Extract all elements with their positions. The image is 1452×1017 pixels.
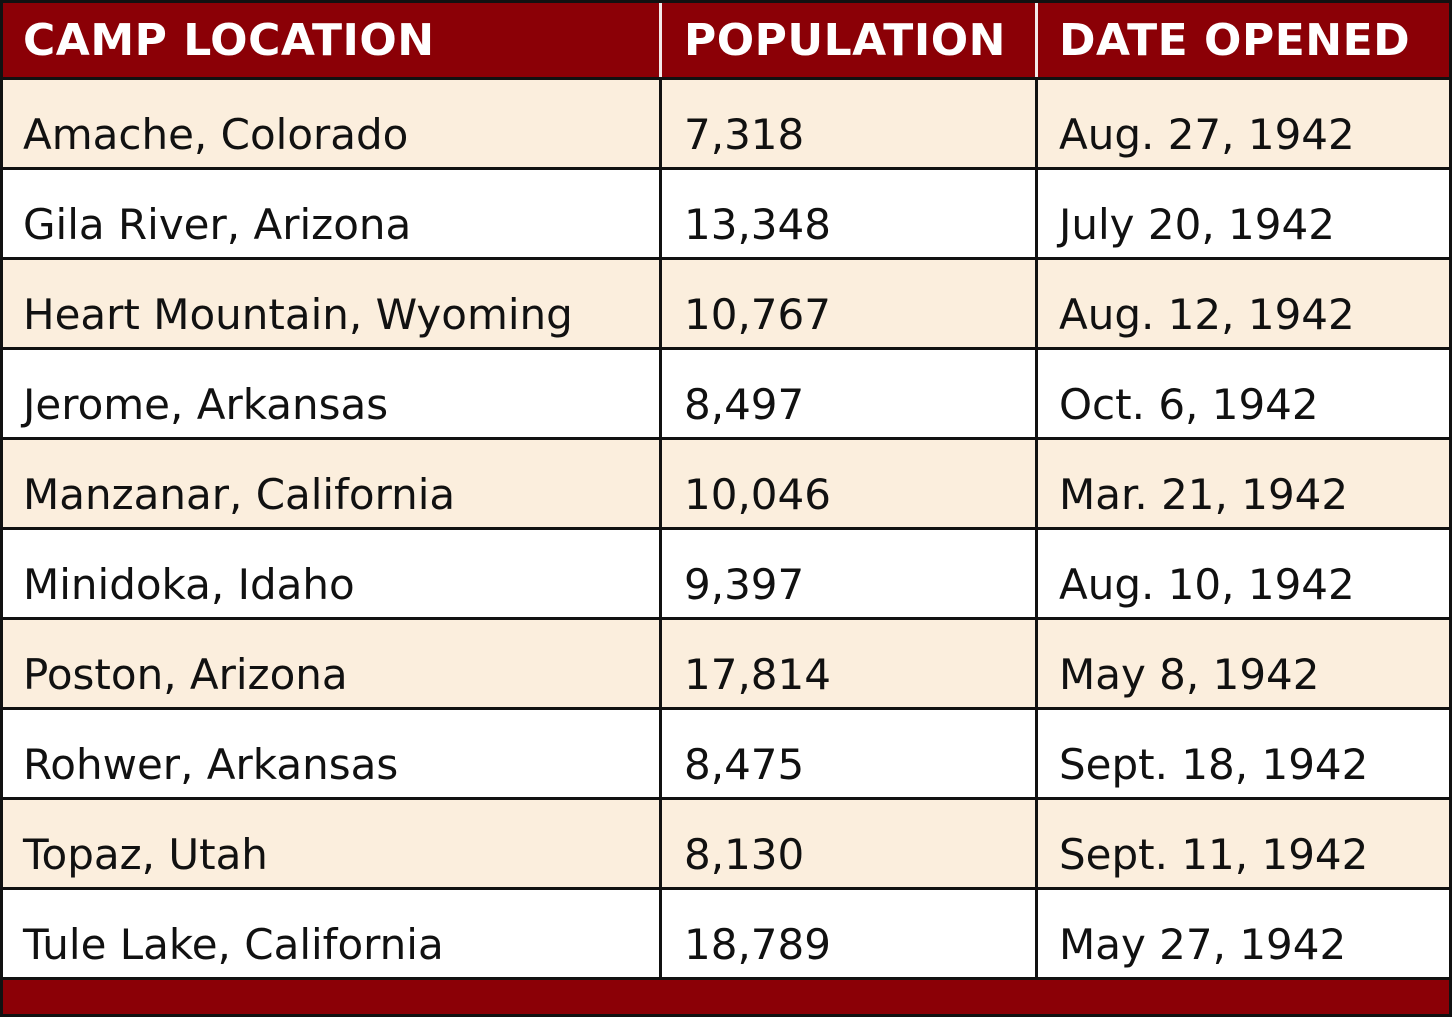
cell-location: Poston, Arizona (23, 650, 348, 699)
cell-date-opened: May 8, 1942 (1035, 620, 1449, 707)
cell-population: 18,789 (659, 890, 1035, 977)
table-footer-bar (3, 977, 1449, 1014)
cell-date-opened: Oct. 6, 1942 (1035, 350, 1449, 437)
cell-population: 17,814 (659, 620, 1035, 707)
header-population: POPULATION (659, 3, 1035, 77)
cell-date-opened: Sept. 11, 1942 (1035, 800, 1449, 887)
cell-date-opened: May 27, 1942 (1035, 890, 1449, 977)
cell-location: Manzanar, California (23, 470, 456, 519)
table-row: Amache, Colorado 7,318 Aug. 27, 1942 (3, 77, 1449, 167)
cell-location: Minidoka, Idaho (23, 560, 355, 609)
cell-population: 8,497 (659, 350, 1035, 437)
cell-date-opened: Aug. 27, 1942 (1035, 80, 1449, 167)
header-date-opened: DATE OPENED (1035, 3, 1449, 77)
table-row: Rohwer, Arkansas 8,475 Sept. 18, 1942 (3, 707, 1449, 797)
cell-population: 9,397 (659, 530, 1035, 617)
cell-population: 10,046 (659, 440, 1035, 527)
cell-location: Heart Mountain, Wyoming (23, 290, 573, 339)
table-row: Gila River, Arizona 13,348 July 20, 1942 (3, 167, 1449, 257)
table-header-row: CAMP LOCATION POPULATION DATE OPENED (3, 3, 1449, 77)
cell-location: Rohwer, Arkansas (23, 740, 399, 789)
table-row: Manzanar, California 10,046 Mar. 21, 194… (3, 437, 1449, 527)
cell-location: Amache, Colorado (23, 110, 409, 159)
cell-date-opened: Aug. 12, 1942 (1035, 260, 1449, 347)
cell-date-opened: Aug. 10, 1942 (1035, 530, 1449, 617)
cell-location: Tule Lake, California (23, 920, 444, 969)
cell-population: 7,318 (659, 80, 1035, 167)
cell-date-opened: Sept. 18, 1942 (1035, 710, 1449, 797)
header-camp-location: CAMP LOCATION (23, 14, 435, 66)
cell-population: 8,130 (659, 800, 1035, 887)
table-row: Jerome, Arkansas 8,497 Oct. 6, 1942 (3, 347, 1449, 437)
cell-population: 13,348 (659, 170, 1035, 257)
table-row: Tule Lake, California 18,789 May 27, 194… (3, 887, 1449, 977)
cell-date-opened: July 20, 1942 (1035, 170, 1449, 257)
cell-population: 10,767 (659, 260, 1035, 347)
table-row: Topaz, Utah 8,130 Sept. 11, 1942 (3, 797, 1449, 887)
table-row: Poston, Arizona 17,814 May 8, 1942 (3, 617, 1449, 707)
cell-population: 8,475 (659, 710, 1035, 797)
cell-date-opened: Mar. 21, 1942 (1035, 440, 1449, 527)
cell-location: Jerome, Arkansas (23, 380, 389, 429)
table-row: Minidoka, Idaho 9,397 Aug. 10, 1942 (3, 527, 1449, 617)
cell-location: Topaz, Utah (23, 830, 268, 879)
cell-location: Gila River, Arizona (23, 200, 412, 249)
table-row: Heart Mountain, Wyoming 10,767 Aug. 12, … (3, 257, 1449, 347)
